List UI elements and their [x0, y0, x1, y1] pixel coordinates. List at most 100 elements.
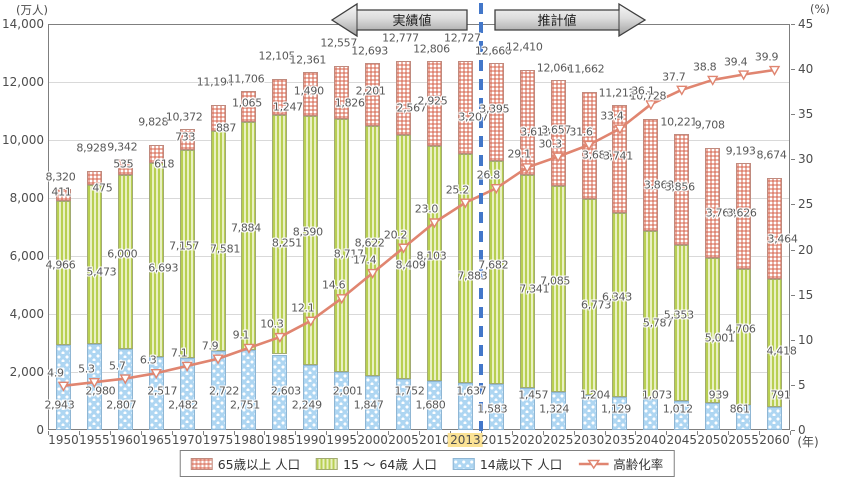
x-axis-tick-mark	[573, 431, 575, 435]
right-axis-tick-mark	[791, 384, 795, 386]
label-under14: 2,943	[44, 398, 75, 412]
bar-segment-under14	[581, 395, 597, 430]
x-axis-year-label: 1960	[110, 433, 141, 447]
bar-segment-65plus	[581, 91, 597, 199]
x-axis-tick-mark	[666, 431, 668, 435]
label-65plus: 3,626	[726, 206, 757, 220]
x-axis-tick-mark	[790, 431, 791, 435]
x-axis-year-label: 2015	[481, 433, 512, 447]
bar-segment-under14	[643, 398, 659, 430]
legend: 65歳以上 人口 15 ～ 64歳 人口 14歳以下 人口 高齢化率	[179, 450, 675, 477]
label-aging-rate: 23.0	[414, 202, 439, 216]
bar-segment-under14	[612, 397, 628, 430]
label-15to64: 4,966	[45, 258, 76, 272]
label-65plus: 733	[175, 130, 196, 144]
legend-item-under14: 14歳以下 人口	[452, 454, 562, 473]
bar-segment-65plus	[396, 60, 412, 136]
label-15to64: 6,000	[107, 247, 138, 261]
legend-item-65plus: 65歳以上 人口	[190, 454, 300, 473]
label-aging-rate: 36.1	[631, 84, 655, 98]
right-axis-tick-mark	[791, 249, 795, 251]
right-axis-tick-mark	[791, 339, 795, 341]
total-label: 9,708	[694, 118, 725, 132]
label-65plus: 2,201	[355, 84, 386, 98]
left-axis-unit: (万人)	[16, 3, 48, 17]
x-axis-year-label: 1970	[171, 433, 203, 447]
bar-segment-under14	[488, 384, 504, 430]
x-axis-tick-mark	[78, 431, 80, 435]
right-axis-tick-label: 20	[798, 242, 814, 257]
bar-segment-15to64	[303, 115, 319, 365]
bar-segment-15to64	[488, 161, 504, 385]
label-15to64: 8,103	[416, 249, 447, 263]
total-label: 9,193	[725, 144, 756, 158]
bar-segment-65plus	[643, 118, 659, 232]
label-aging-rate: 7.1	[170, 346, 188, 360]
x-axis-tick-mark	[295, 431, 297, 435]
bar-segment-under14	[550, 391, 566, 430]
x-axis-year-label: 1950	[48, 433, 79, 447]
bar-segment-65plus	[334, 66, 350, 120]
total-label: 12,410	[505, 40, 543, 54]
label-65plus: 3,856	[664, 180, 695, 193]
bar-segment-under14	[736, 405, 752, 430]
x-axis-year-label: 1965	[140, 433, 172, 447]
bar-segment-15to64	[365, 126, 381, 377]
x-axis-tick-mark	[326, 431, 328, 435]
label-under14: 2,482	[168, 398, 199, 412]
label-under14: 2,517	[147, 384, 178, 398]
x-axis-year-label: 1975	[202, 433, 234, 447]
x-axis-tick-mark	[511, 431, 513, 435]
right-axis-tick-label: 30	[798, 152, 814, 167]
bar-segment-65plus	[457, 60, 473, 154]
label-65plus: 1,247	[272, 100, 303, 114]
label-15to64: 4,706	[725, 322, 756, 336]
label-15to64: 7,085	[540, 274, 571, 288]
label-65plus: 1,065	[231, 96, 262, 110]
label-65plus: 887	[215, 121, 237, 135]
label-aging-rate: 10.3	[260, 317, 284, 331]
label-under14: 2,249	[291, 398, 322, 412]
left-axis-tick-label: 8,000	[9, 191, 44, 205]
bar-segment-15to64	[210, 131, 226, 352]
bar-segment-under14	[396, 379, 412, 430]
legend-label-15to64: 15 ～ 64歳 人口	[343, 457, 437, 472]
right-axis-tick-label: 15	[798, 287, 814, 302]
bar-segment-under14	[426, 381, 442, 430]
label-under14: 2,722	[209, 384, 240, 398]
legend-item-aging-rate: 高齢化率	[578, 454, 663, 473]
label-aging-rate: 12.1	[291, 301, 315, 315]
bar-segment-15to64	[179, 150, 195, 359]
label-aging-rate: 30.3	[538, 137, 562, 151]
bar-segment-15to64	[86, 184, 102, 344]
total-label: 8,320	[45, 170, 76, 184]
label-aging-rate: 25.2	[445, 183, 470, 197]
bar-segment-under14	[55, 344, 71, 430]
x-axis-tick-mark	[697, 431, 699, 435]
label-aging-rate: 5.3	[78, 362, 95, 376]
x-axis-year-label: 2040	[635, 433, 667, 447]
left-axis-tick-label: 0	[36, 423, 44, 437]
bar-segment-under14	[519, 387, 535, 430]
x-axis-year-label: 2050	[697, 433, 728, 447]
x-axis-tick-mark	[542, 431, 544, 435]
label-15to64: 7,581	[210, 242, 241, 256]
label-aging-rate: 17.4	[352, 253, 377, 267]
label-65plus: 618	[154, 157, 175, 171]
label-under14: 1,847	[353, 398, 384, 412]
bar-segment-under14	[179, 358, 195, 430]
x-axis-year-label: 1995	[326, 433, 357, 447]
right-axis-tick-label: 40	[798, 62, 814, 77]
x-axis-year-label: 2013	[448, 433, 483, 447]
bar-segment-15to64	[581, 198, 597, 396]
left-axis-tick-label: 4,000	[9, 307, 44, 321]
label-under14: 1,073	[641, 388, 672, 402]
x-axis-year-label: 2010	[419, 433, 450, 447]
label-aging-rate: 4.9	[47, 366, 64, 380]
legend-item-15to64: 15 ～ 64歳 人口	[316, 454, 437, 473]
label-15to64: 5,353	[663, 308, 694, 322]
bar-segment-15to64	[736, 268, 752, 406]
label-aging-rate: 26.8	[476, 168, 501, 182]
label-aging-rate: 5.7	[108, 359, 126, 373]
label-aging-rate: 6.3	[139, 353, 157, 367]
